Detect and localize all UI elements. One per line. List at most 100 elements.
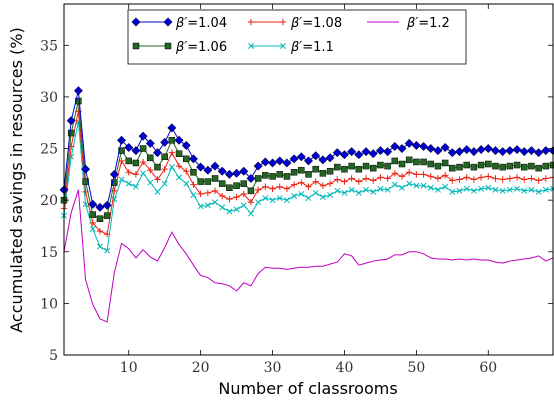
x-tick-label: 20 bbox=[192, 360, 210, 376]
x-tick-label: 10 bbox=[120, 360, 138, 376]
data-point bbox=[203, 165, 213, 175]
data-point bbox=[175, 150, 183, 157]
data-point bbox=[118, 147, 125, 154]
data-point bbox=[355, 165, 363, 173]
data-point bbox=[391, 181, 398, 188]
data-point bbox=[514, 185, 520, 192]
data-point bbox=[427, 184, 434, 191]
data-point bbox=[305, 171, 312, 178]
data-point bbox=[269, 173, 276, 180]
data-point bbox=[498, 147, 508, 157]
data-point bbox=[139, 158, 147, 166]
data-point bbox=[305, 183, 312, 190]
legend-item: β′=1.2 bbox=[367, 16, 450, 31]
data-point bbox=[226, 184, 233, 192]
data-point bbox=[183, 155, 190, 163]
data-point bbox=[499, 163, 506, 171]
data-point bbox=[104, 247, 111, 254]
data-point bbox=[449, 164, 456, 172]
legend-marker bbox=[248, 43, 254, 49]
data-point bbox=[183, 168, 190, 175]
data-point bbox=[197, 203, 204, 210]
data-point bbox=[541, 146, 551, 156]
data-point bbox=[204, 202, 211, 209]
data-point bbox=[147, 154, 154, 162]
legend-label-symbol: β′ bbox=[175, 40, 187, 55]
data-point bbox=[477, 161, 485, 169]
data-point bbox=[485, 173, 492, 180]
series-1.06 bbox=[60, 97, 554, 222]
data-point bbox=[534, 148, 544, 158]
data-point bbox=[298, 166, 305, 174]
data-point bbox=[341, 189, 348, 196]
data-point bbox=[462, 145, 472, 155]
data-point bbox=[132, 159, 140, 167]
legend-label: β′=1.2 bbox=[406, 16, 450, 31]
data-point bbox=[161, 165, 168, 173]
data-point bbox=[492, 175, 499, 182]
data-point bbox=[513, 161, 521, 169]
x-axis-label: Number of classrooms bbox=[218, 379, 397, 398]
data-point bbox=[355, 178, 363, 185]
data-point bbox=[109, 169, 119, 179]
data-point bbox=[441, 172, 449, 179]
data-point bbox=[325, 153, 335, 163]
x-tick-label: 40 bbox=[336, 360, 354, 376]
data-point bbox=[275, 156, 285, 166]
data-point bbox=[298, 179, 305, 186]
data-point bbox=[492, 186, 499, 193]
data-point bbox=[519, 147, 529, 157]
plot-frame bbox=[63, 3, 554, 356]
data-point bbox=[188, 154, 198, 164]
y-axis-label: Accumulated savings in resources (%) bbox=[7, 27, 26, 333]
data-point bbox=[73, 86, 83, 96]
data-point bbox=[526, 146, 536, 156]
data-point bbox=[269, 197, 276, 204]
data-point bbox=[290, 169, 298, 176]
data-point bbox=[152, 148, 163, 158]
data-point bbox=[542, 186, 549, 193]
data-point bbox=[521, 176, 528, 183]
data-point bbox=[398, 173, 406, 180]
data-point bbox=[190, 169, 197, 176]
legend-label: β′=1.08 bbox=[290, 16, 342, 31]
data-point bbox=[303, 156, 314, 166]
data-point bbox=[75, 97, 82, 105]
data-point bbox=[383, 147, 393, 157]
data-point bbox=[528, 162, 535, 170]
data-point bbox=[289, 154, 299, 164]
data-point bbox=[384, 186, 391, 193]
data-point bbox=[204, 178, 212, 185]
data-point bbox=[132, 183, 139, 190]
data-point bbox=[506, 186, 513, 193]
data-point bbox=[296, 152, 306, 162]
data-point bbox=[406, 180, 413, 187]
legend-marker bbox=[132, 42, 140, 50]
data-point bbox=[505, 146, 515, 156]
data-point bbox=[542, 162, 550, 170]
data-point bbox=[239, 166, 249, 176]
data-point bbox=[224, 169, 234, 179]
data-point bbox=[326, 180, 334, 187]
data-point bbox=[398, 160, 406, 168]
axes-layer: 10 20 30 40 50 60 5 10 15 20 25 30 35 bbox=[40, 4, 553, 376]
data-point bbox=[67, 129, 75, 137]
data-point bbox=[66, 116, 76, 126]
data-point bbox=[219, 192, 226, 200]
data-point bbox=[370, 177, 377, 184]
data-point bbox=[420, 171, 427, 178]
data-point bbox=[305, 195, 312, 202]
data-point bbox=[147, 167, 154, 174]
data-point bbox=[375, 146, 385, 156]
data-point bbox=[218, 180, 226, 187]
data-point bbox=[298, 190, 305, 197]
data-point bbox=[167, 123, 177, 133]
data-point bbox=[368, 149, 378, 159]
data-point bbox=[332, 148, 342, 158]
data-point bbox=[348, 186, 355, 193]
data-point bbox=[470, 176, 478, 183]
data-point bbox=[82, 201, 89, 208]
data-point bbox=[131, 146, 141, 156]
series-1.1 bbox=[61, 118, 554, 254]
data-point bbox=[477, 174, 485, 181]
